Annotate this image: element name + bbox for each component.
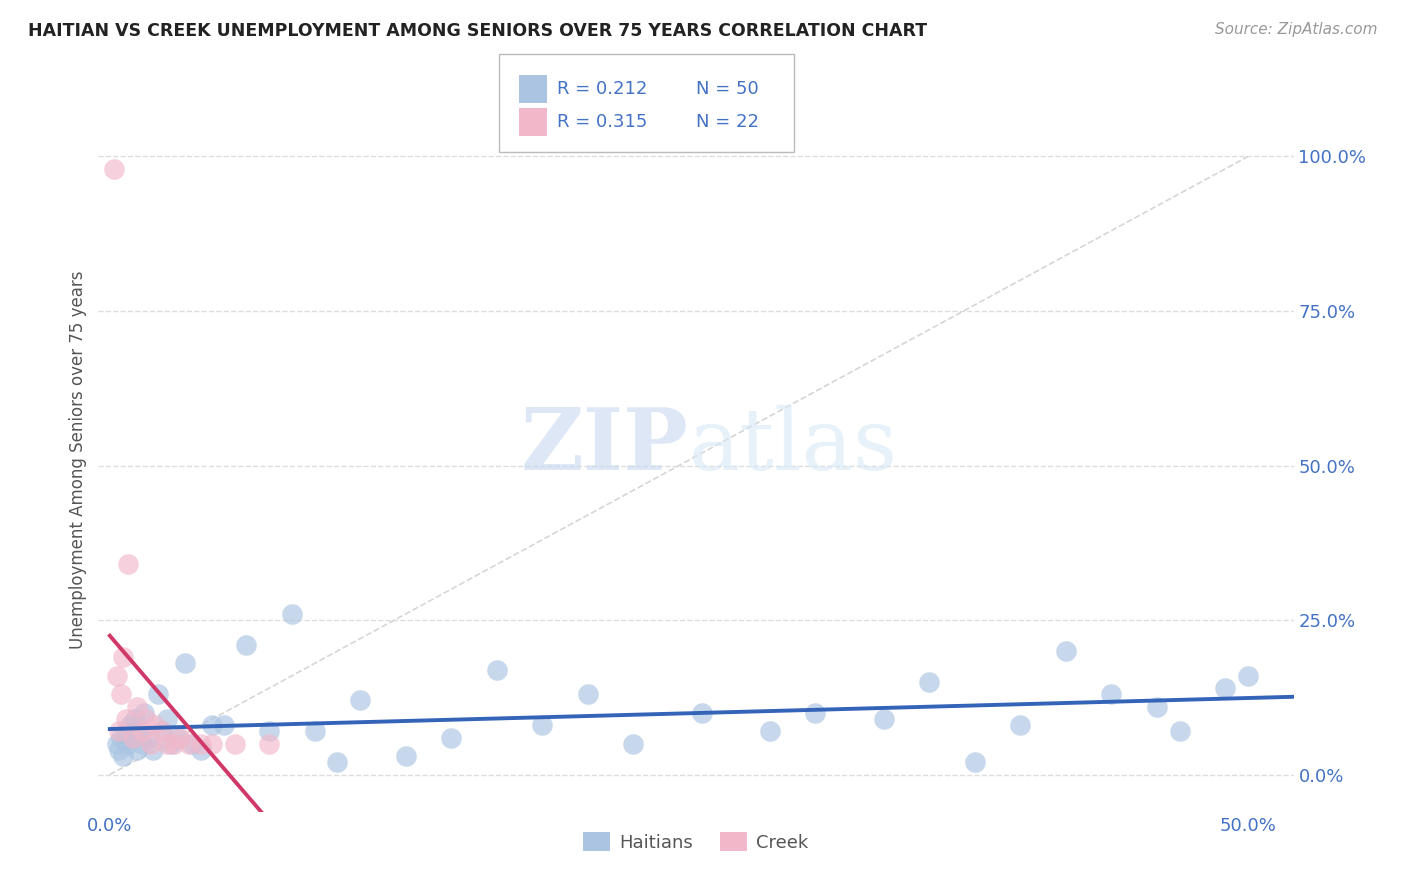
- Point: [138, 731, 160, 745]
- Y-axis label: Unemployment Among Seniors over 75 years: Unemployment Among Seniors over 75 years: [69, 270, 87, 648]
- Point: [1054, 644, 1077, 658]
- Legend: Haitians, Creek: Haitians, Creek: [576, 825, 815, 859]
- Point: [873, 712, 896, 726]
- Point: [108, 743, 131, 757]
- Point: [201, 737, 224, 751]
- Point: [150, 724, 173, 739]
- Point: [190, 743, 212, 757]
- Point: [112, 749, 135, 764]
- Point: [114, 724, 136, 739]
- Point: [127, 699, 149, 714]
- Point: [131, 724, 153, 739]
- Text: HAITIAN VS CREEK UNEMPLOYMENT AMONG SENIORS OVER 75 YEARS CORRELATION CHART: HAITIAN VS CREEK UNEMPLOYMENT AMONG SENI…: [28, 22, 927, 40]
- Point: [121, 731, 143, 745]
- Point: [117, 558, 139, 572]
- Text: N = 50: N = 50: [696, 80, 759, 98]
- Point: [135, 712, 157, 726]
- Point: [169, 731, 191, 745]
- Point: [128, 724, 150, 739]
- Text: N = 22: N = 22: [696, 113, 759, 131]
- Point: [257, 737, 280, 751]
- Point: [124, 712, 146, 726]
- Point: [1099, 687, 1122, 701]
- Point: [174, 657, 197, 671]
- Point: [1213, 681, 1236, 695]
- Point: [150, 724, 173, 739]
- Text: ZIP: ZIP: [522, 404, 689, 488]
- Point: [112, 650, 135, 665]
- Point: [326, 756, 349, 770]
- Point: [156, 737, 179, 751]
- Point: [143, 718, 166, 732]
- Point: [235, 638, 257, 652]
- Point: [963, 756, 986, 770]
- Point: [304, 724, 326, 739]
- Point: [1237, 669, 1260, 683]
- Point: [395, 749, 418, 764]
- Point: [918, 674, 941, 689]
- Point: [131, 737, 153, 751]
- Point: [114, 712, 136, 726]
- Text: atlas: atlas: [689, 404, 898, 488]
- Point: [117, 737, 139, 751]
- Point: [127, 743, 149, 757]
- Point: [1168, 724, 1191, 739]
- Point: [110, 731, 132, 745]
- Point: [167, 731, 190, 745]
- Point: [120, 718, 142, 732]
- Text: R = 0.315: R = 0.315: [557, 113, 647, 131]
- Point: [142, 743, 165, 757]
- Point: [201, 718, 224, 732]
- Point: [257, 724, 280, 739]
- Point: [121, 731, 143, 745]
- Point: [281, 607, 304, 621]
- Point: [108, 724, 131, 739]
- Point: [146, 687, 169, 701]
- Point: [804, 706, 827, 720]
- Text: Source: ZipAtlas.com: Source: ZipAtlas.com: [1215, 22, 1378, 37]
- Point: [531, 718, 554, 732]
- Point: [759, 724, 782, 739]
- Point: [690, 706, 713, 720]
- Point: [1010, 718, 1032, 732]
- Point: [485, 663, 508, 677]
- Point: [576, 687, 599, 701]
- Point: [180, 737, 202, 751]
- Point: [110, 687, 132, 701]
- Point: [162, 737, 184, 751]
- Point: [105, 669, 128, 683]
- Point: [156, 712, 179, 726]
- Point: [139, 737, 162, 751]
- Point: [132, 706, 155, 720]
- Point: [179, 737, 201, 751]
- Point: [190, 737, 212, 751]
- Point: [212, 718, 235, 732]
- Point: [1146, 699, 1168, 714]
- Point: [160, 737, 183, 751]
- Point: [621, 737, 644, 751]
- Point: [224, 737, 246, 751]
- Point: [105, 737, 128, 751]
- Point: [103, 161, 125, 176]
- Text: R = 0.212: R = 0.212: [557, 80, 647, 98]
- Point: [440, 731, 463, 745]
- Point: [349, 693, 371, 707]
